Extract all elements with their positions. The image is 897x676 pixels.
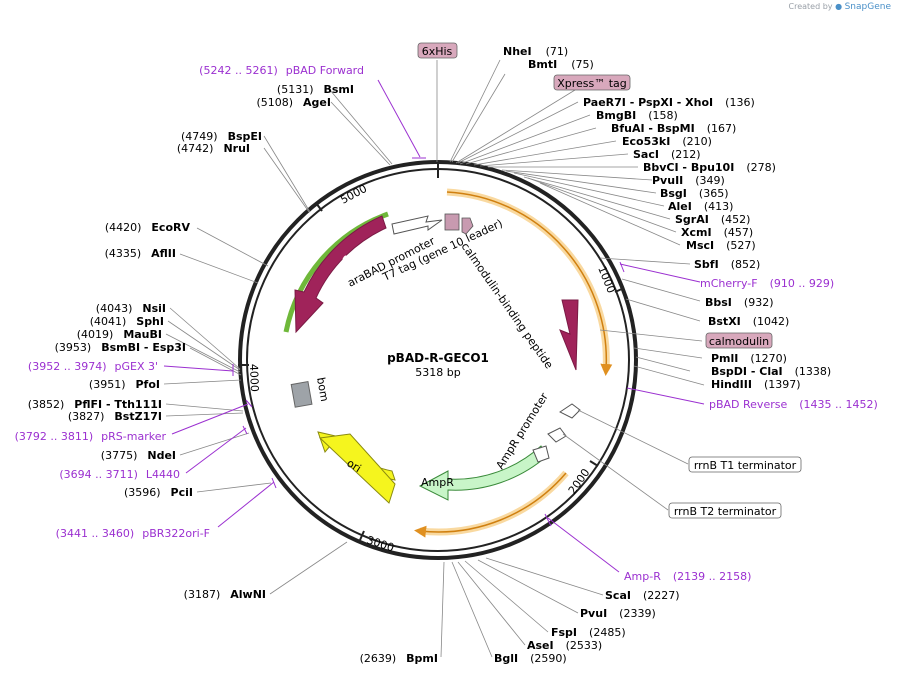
6xhis-block	[461, 217, 474, 235]
feature-arcs	[283, 211, 581, 504]
enzyme-label: BglI (2590)	[494, 652, 567, 665]
enzyme-label: (4420) EcoRV	[105, 221, 191, 234]
enzyme-label: XcmI (457)	[681, 226, 753, 239]
enzyme-label: BstXI (1042)	[708, 315, 789, 328]
enzyme-label: BsgI (365)	[660, 187, 729, 200]
enzyme-label: (3953) BsmBI - Esp3I	[55, 341, 186, 354]
boxed-features: 6xHis Xpress™ tag calmodulin rrnB T1 ter…	[417, 42, 802, 519]
enzyme-label: SbfI (852)	[694, 258, 760, 271]
enzyme-label: (2639) BpmI	[360, 652, 438, 665]
label-bom: bom	[314, 376, 331, 402]
primer-labels: (5242 .. 5261) pBAD Forward mCherry-F (910…	[15, 64, 878, 583]
ampr-promoter-arrow	[532, 445, 550, 463]
enzyme-label: AseI (2533)	[527, 639, 602, 652]
primer-leaders	[163, 79, 705, 573]
enzyme-label: (3827) BstZ17I	[68, 410, 162, 423]
enzyme-label: SgrAI (452)	[675, 213, 750, 226]
enzyme-label: PaeR7I - PspXI - XhoI (136)	[583, 96, 755, 109]
primer-label: mCherry-F (910 .. 929)	[700, 277, 834, 290]
calmodulin-label: calmodulin	[709, 335, 769, 348]
arac-arrow	[294, 215, 387, 334]
xpress-tag-box	[553, 74, 631, 91]
orange-arcs	[414, 188, 613, 538]
enzyme-label: (5131) BsmI	[277, 83, 354, 96]
enzyme-label: SacI (212)	[633, 148, 701, 161]
enzyme-label: BfuAI - BspMI (167)	[611, 122, 736, 135]
enzyme-labels: NheI (71) BmtI (75) PaeR7I - PspXI - XhoI(…	[28, 45, 831, 665]
backbone-ticks	[238, 162, 625, 541]
bom-block	[290, 381, 313, 408]
ampr-arrow	[418, 445, 548, 501]
enzyme-label: MscI (527)	[686, 239, 756, 252]
enzyme-label: AleI (413)	[668, 200, 733, 213]
rrnb-t2-label: rrnB T2 terminator	[674, 505, 777, 518]
enzyme-label: ScaI (2227)	[605, 589, 680, 602]
label-ampr: AmpR	[421, 476, 454, 489]
enzyme-label: Eco53kI (210)	[622, 135, 712, 148]
enzyme-label: BmtI (75)	[528, 58, 594, 71]
enzyme-label: BspDI - ClaI (1338)	[711, 365, 831, 378]
arabad-promoter-arrow	[391, 215, 443, 235]
primer-label: (3792 .. 3811) pRS-marker	[15, 430, 167, 443]
leader-lines	[163, 59, 705, 658]
enzyme-label: (4019) MauBI	[77, 328, 162, 341]
credit-prefix: Created by	[788, 2, 833, 11]
rrnb-t2-arrow	[547, 427, 567, 443]
enzyme-label: (4041) SphI	[90, 315, 164, 328]
enzyme-label: (3596) PciI	[124, 486, 193, 499]
snapgene-credit: Created by ● SnapGene	[789, 2, 892, 12]
enzyme-label: (3852) PflFI - Tth111I	[28, 398, 162, 411]
enzyme-label: HindIII (1397)	[711, 378, 801, 391]
enzyme-label: PvuII (349)	[652, 174, 725, 187]
cbp-arrow	[559, 299, 579, 371]
enzyme-label: (3187) AlwNI	[184, 588, 266, 601]
rrnb-t2-box	[668, 502, 782, 519]
enzyme-label: (4749) BspEI	[181, 130, 262, 143]
enzyme-label: NheI (71)	[503, 45, 568, 58]
enzyme-label: (5108) AgeI	[256, 96, 331, 109]
xpress-tag-label: Xpress™ tag	[557, 77, 627, 90]
enzyme-label: (4335) AflII	[105, 247, 176, 260]
primer-label: Amp-R (2139 .. 2158)	[624, 570, 751, 583]
calmodulin-box	[705, 332, 773, 349]
enzyme-label: (4043) NsiI	[96, 302, 166, 315]
tick-label-4000: 4000	[247, 364, 261, 392]
enzyme-label: BbvCI - Bpu10I (278)	[643, 161, 776, 174]
his-tag-box	[417, 42, 458, 59]
enzyme-label: (3775) NdeI	[101, 449, 176, 462]
his-tag-label: 6xHis	[422, 45, 453, 58]
primer-label: (3694 .. 3711) L4440	[59, 468, 180, 481]
rrnb-t1-box	[688, 456, 802, 473]
primer-label: (3441 .. 3460) pBR322ori-F	[56, 527, 210, 540]
plasmid-length: 5318 bp	[415, 366, 460, 379]
ori-arrow-fill	[318, 433, 396, 504]
enzyme-label: PvuI (2339)	[580, 607, 656, 620]
primer-label: pBAD Reverse (1435 .. 1452)	[709, 398, 878, 411]
credit-brand: SnapGene	[844, 2, 891, 12]
snapgene-logo-icon: ●	[835, 2, 843, 11]
primer-label: (5242 .. 5261) pBAD Forward	[199, 64, 364, 77]
label-ori: ori	[344, 457, 363, 476]
plasmid-name: pBAD-R-GECO1	[387, 351, 489, 365]
tick-label-2000: 2000	[566, 466, 593, 496]
rrnb-t1-arrow	[559, 403, 581, 419]
enzyme-label: (3951) PfoI	[89, 378, 160, 391]
enzyme-label: BmgBI (158)	[596, 109, 678, 122]
t7-tag-block	[444, 213, 460, 231]
enzyme-label: FspI (2485)	[551, 626, 626, 639]
primer-label: (3952 .. 3974) pGEX 3'	[28, 360, 158, 373]
enzyme-label: (4742) NruI	[177, 142, 250, 155]
enzyme-label: PmlI (1270)	[711, 352, 787, 365]
rrnb-t1-label: rrnB T1 terminator	[694, 459, 797, 472]
enzyme-label: BbsI (932)	[705, 296, 774, 309]
